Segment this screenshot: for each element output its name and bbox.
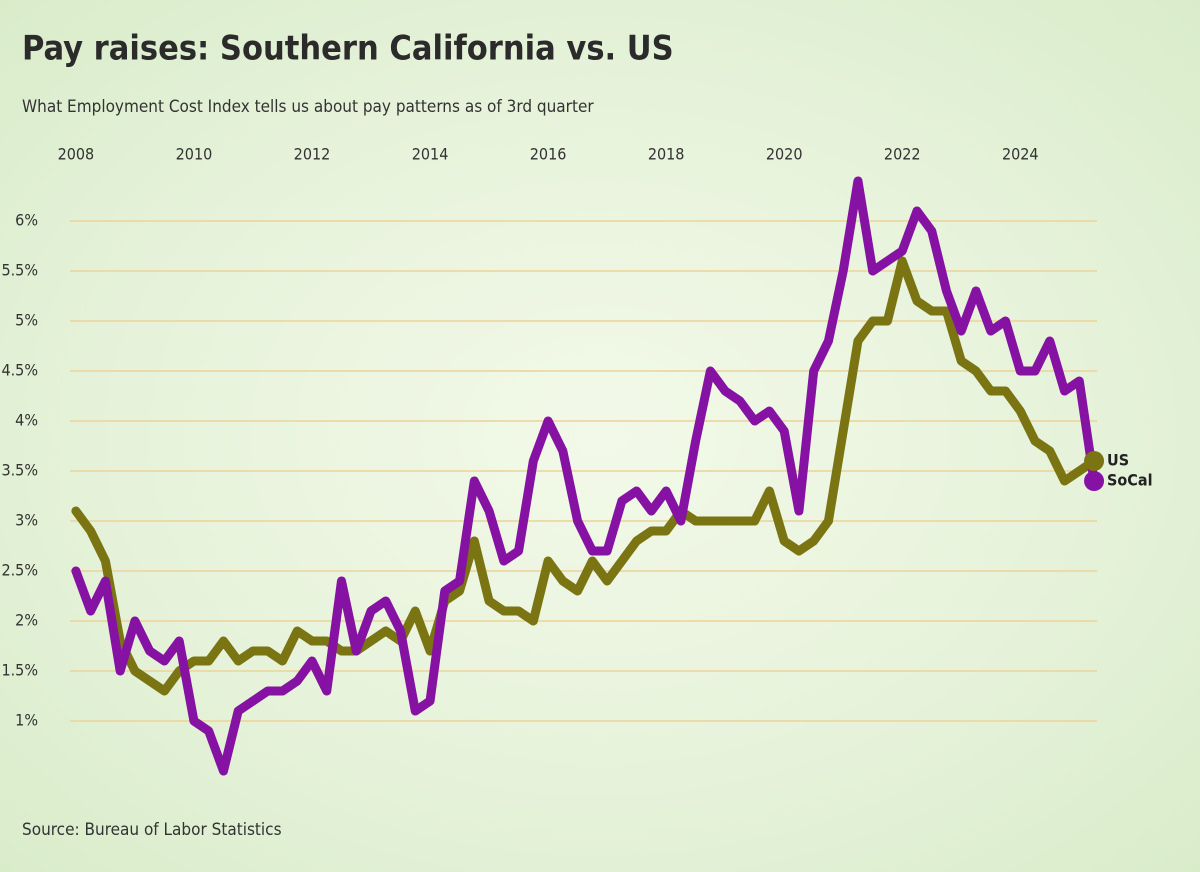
- series-line: [71, 176, 1099, 776]
- chart-title: Pay raises: Southern California vs. US: [22, 29, 674, 69]
- x-tick-label: 2008: [58, 145, 95, 164]
- x-tick-label: 2016: [530, 145, 567, 164]
- source-note: Source: Bureau of Labor Statistics: [22, 820, 282, 840]
- y-tick-label: 5%: [15, 311, 38, 330]
- y-tick-label: 6%: [15, 211, 38, 230]
- end-dot: [1084, 451, 1105, 471]
- y-tick-label: 4.5%: [1, 361, 38, 380]
- y-tick-label: 1%: [15, 711, 38, 730]
- series-label: SoCal: [1107, 471, 1152, 490]
- y-tick-label: 5.5%: [1, 261, 38, 280]
- y-tick-label: 2.5%: [1, 561, 38, 580]
- x-tick-label: 2014: [412, 145, 449, 164]
- y-tick-label: 3.5%: [1, 461, 38, 480]
- end-dot: [1084, 471, 1105, 491]
- y-tick-label: 3%: [15, 511, 38, 530]
- x-tick-label: 2012: [294, 145, 331, 164]
- x-tick-label: 2024: [1002, 145, 1039, 164]
- series-label: US: [1107, 451, 1129, 470]
- x-tick-label: 2022: [884, 145, 921, 164]
- y-tick-label: 2%: [15, 611, 38, 630]
- x-tick-label: 2010: [176, 145, 213, 164]
- y-tick-label: 4%: [15, 411, 38, 430]
- chart-subtitle: What Employment Cost Index tells us abou…: [22, 97, 594, 117]
- series-line: [71, 256, 1099, 696]
- y-tick-label: 1.5%: [1, 661, 38, 680]
- x-tick-label: 2020: [766, 145, 803, 164]
- x-tick-label: 2018: [648, 145, 685, 164]
